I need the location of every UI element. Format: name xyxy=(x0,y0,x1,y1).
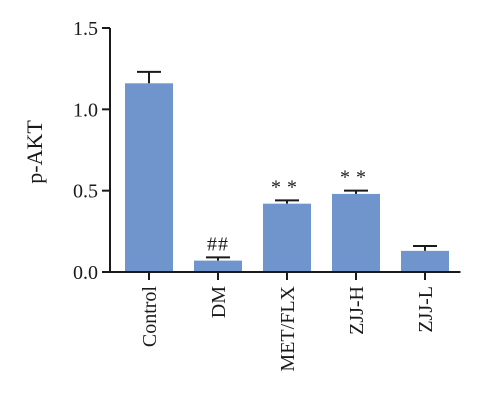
bar xyxy=(263,203,311,272)
bar xyxy=(194,260,242,272)
x-tick-label: ZJJ-H xyxy=(346,286,368,335)
bar xyxy=(332,193,380,272)
x-tick-label: DM xyxy=(208,286,230,318)
y-axis: 0.0 0.5 1.0 1.5 xyxy=(73,18,111,284)
y-axis-label: p-AKT xyxy=(22,120,47,184)
y-tick-label: 1.5 xyxy=(73,18,98,40)
significance-annotation: ** xyxy=(271,176,303,198)
bar xyxy=(401,250,449,272)
x-tick-label: ZJJ-L xyxy=(415,286,437,333)
y-tick-label: 0.5 xyxy=(73,181,98,203)
y-tick-label: 0.0 xyxy=(73,262,98,284)
x-tick-label: MET/FLX xyxy=(277,285,299,371)
bars-group: ## ** ** xyxy=(125,70,449,272)
x-axis: Control DM MET/FLX ZJJ-H ZJJ-L xyxy=(110,271,461,372)
x-tick-label: Control xyxy=(139,286,161,348)
bar xyxy=(125,83,173,272)
y-tick-label: 1.0 xyxy=(73,99,98,121)
significance-annotation: ## xyxy=(207,233,229,255)
significance-annotation: ** xyxy=(340,167,372,189)
